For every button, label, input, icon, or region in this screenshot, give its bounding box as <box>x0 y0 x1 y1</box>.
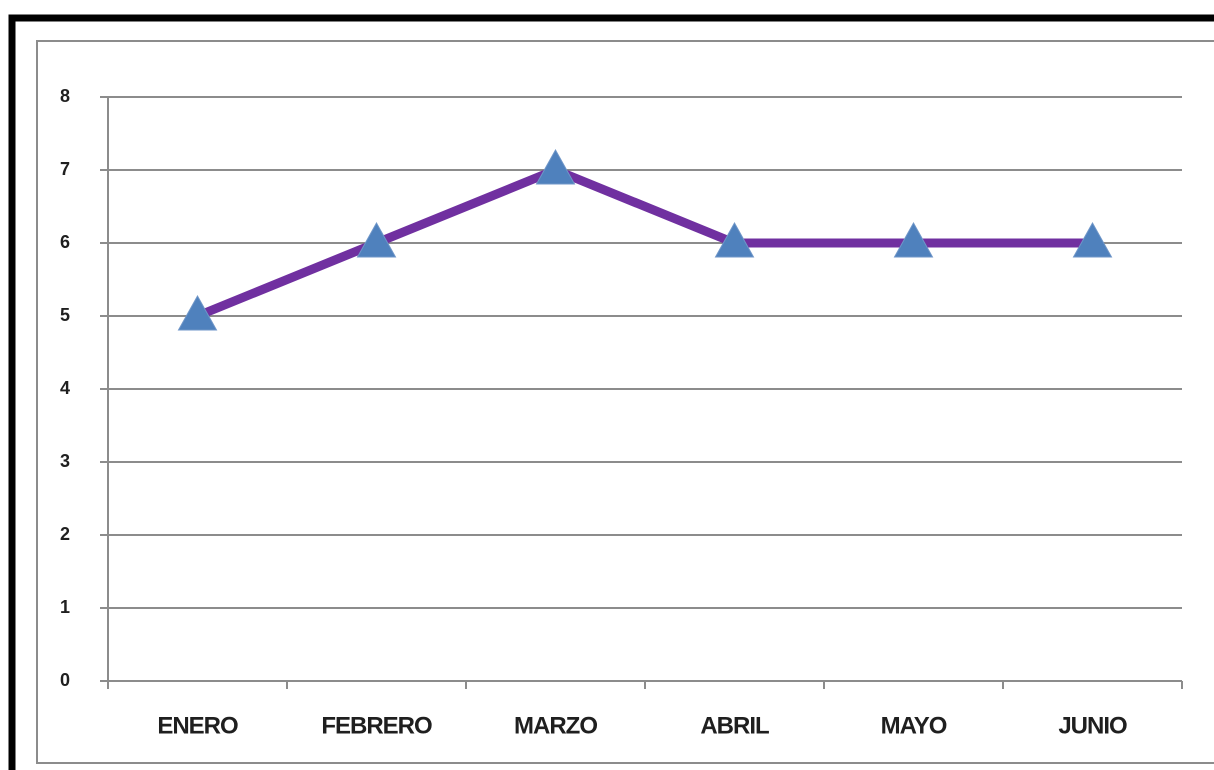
chart-frame <box>36 40 1214 764</box>
series-line <box>195 165 1093 321</box>
outer-frame <box>8 14 1214 770</box>
x-tick-label: MAYO <box>881 712 947 739</box>
y-tick-label: 5 <box>60 305 70 325</box>
marker <box>893 221 934 258</box>
y-tick-label: 2 <box>60 524 70 544</box>
y-tick-label: 0 <box>60 670 70 690</box>
marker <box>356 221 397 258</box>
y-tick-label: 3 <box>60 451 70 471</box>
y-tick-label: 1 <box>60 597 70 617</box>
y-tick-label: 6 <box>60 232 70 252</box>
x-tick-label: JUNIO <box>1058 712 1127 739</box>
y-tick-label: 4 <box>60 378 70 398</box>
marker <box>535 148 576 185</box>
x-tick-label: ENERO <box>157 712 238 739</box>
marker <box>1072 221 1113 258</box>
marker <box>714 221 755 258</box>
x-tick-label: MARZO <box>514 712 597 739</box>
x-tick-label: ABRIL <box>700 712 769 739</box>
y-tick-label: 8 <box>60 86 70 106</box>
x-tick-label: FEBRERO <box>321 712 432 739</box>
marker <box>177 294 218 331</box>
y-tick-label: 7 <box>60 159 70 179</box>
